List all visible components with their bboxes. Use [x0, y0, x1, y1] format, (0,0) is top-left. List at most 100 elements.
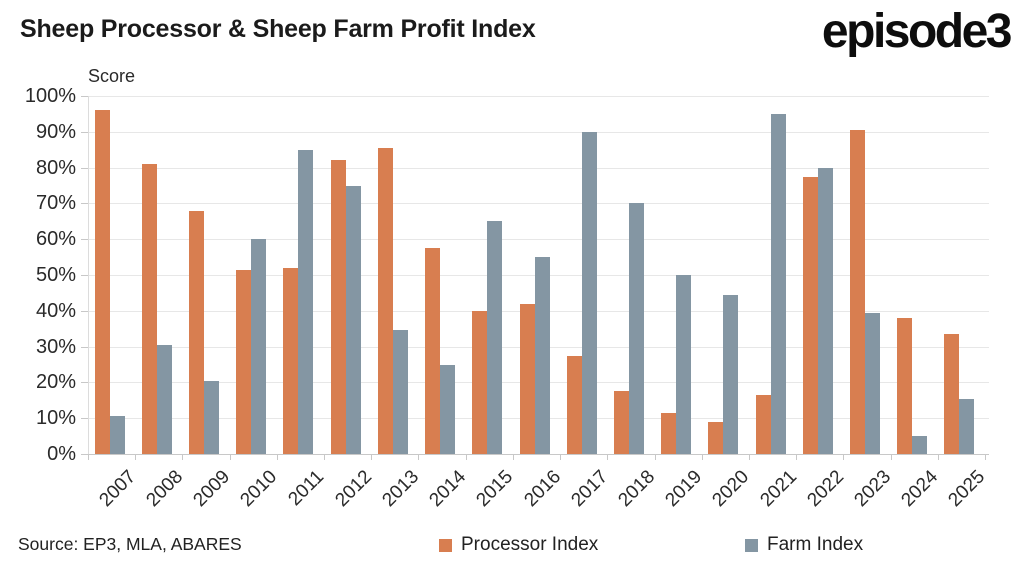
footer-row: Source: EP3, MLA, ABARES Processor Index…	[0, 531, 1024, 559]
y-axis-tick	[81, 382, 88, 384]
x-axis-tick	[843, 454, 845, 460]
y-axis-tick	[81, 310, 88, 312]
bar-farm-index-2009	[204, 380, 220, 454]
y-axis-label: 60%	[35, 228, 76, 251]
x-axis-tick	[135, 454, 137, 460]
bar-processor-index-2016	[519, 303, 535, 454]
y-axis-title: Score	[88, 66, 136, 86]
y-axis-label: 20%	[35, 371, 76, 394]
y-axis-tick	[81, 203, 88, 205]
chart-title: Sheep Processor & Sheep Farm Profit Inde…	[20, 15, 536, 43]
y-axis-label: 70%	[35, 192, 76, 215]
bar-processor-index-2008	[141, 164, 157, 454]
bar-farm-index-2017	[581, 131, 597, 454]
y-axis-tick	[81, 167, 88, 169]
bar-farm-index-2018	[628, 203, 644, 454]
bar-farm-index-2008	[156, 344, 172, 454]
y-axis-label: 10%	[35, 407, 76, 430]
bar-farm-index-2019	[676, 275, 692, 454]
bar-farm-index-2020	[723, 294, 739, 454]
x-axis-tick	[512, 454, 514, 460]
legend-label-farm-index: Farm Index	[767, 534, 864, 555]
bar-processor-index-2007	[94, 110, 110, 454]
bar-farm-index-2015	[487, 221, 503, 454]
bar-processor-index-2012	[330, 160, 346, 454]
bar-processor-index-2021	[755, 394, 771, 454]
y-axis-tick	[81, 418, 88, 420]
processor-index-swatch-icon	[439, 538, 452, 552]
y-axis-line	[88, 96, 89, 454]
source-note: Source: EP3, MLA, ABARES	[18, 534, 242, 554]
x-axis-tick	[654, 454, 656, 460]
bar-processor-index-2019	[661, 412, 677, 454]
x-axis-tick	[182, 454, 184, 460]
x-axis-tick	[796, 454, 798, 460]
x-axis-tick	[229, 454, 231, 460]
y-axis-label: 50%	[35, 264, 76, 286]
bar-farm-index-2021	[770, 113, 786, 454]
gridline	[88, 239, 989, 241]
farm-index-swatch-icon	[745, 538, 758, 552]
y-axis-label: 30%	[35, 335, 76, 358]
y-axis-tick	[81, 96, 88, 97]
bar-farm-index-2014	[440, 364, 456, 454]
bar-processor-index-2017	[566, 355, 582, 454]
x-axis-tick	[560, 454, 562, 460]
episode3-logo: episode3	[821, 5, 1013, 58]
bar-processor-index-2009	[189, 210, 205, 454]
gridline	[88, 203, 989, 205]
bar-processor-index-2014	[425, 248, 441, 454]
x-axis-tick	[748, 454, 750, 460]
bar-processor-index-2022	[802, 176, 818, 454]
legend-item-processor-index: Processor Index	[439, 531, 598, 559]
bar-farm-index-2016	[534, 257, 550, 454]
y-axis-label: 80%	[35, 156, 76, 179]
x-axis-tick	[890, 454, 892, 460]
x-axis-tick	[607, 454, 609, 460]
y-axis-tick	[81, 131, 88, 133]
gridline	[88, 131, 989, 133]
gridline	[88, 167, 989, 169]
bar-farm-index-2022	[817, 167, 833, 454]
y-axis-tick	[81, 346, 88, 348]
x-axis-tick	[276, 454, 278, 460]
y-axis-label: 0%	[47, 443, 76, 465]
y-axis-tick	[81, 454, 88, 455]
bar-farm-index-2024	[912, 436, 928, 454]
bar-farm-index-2011	[298, 149, 314, 454]
x-axis-tick	[88, 454, 89, 460]
x-axis-line	[88, 454, 989, 455]
bar-processor-index-2025	[944, 334, 960, 454]
x-axis-tick	[371, 454, 373, 460]
bar-processor-index-2024	[897, 317, 913, 454]
x-axis-tick	[418, 454, 420, 460]
y-axis-tick	[81, 239, 88, 241]
bar-processor-index-2011	[283, 267, 299, 454]
bar-farm-index-2012	[345, 185, 361, 454]
bar-farm-index-2007	[109, 416, 125, 454]
bar-farm-index-2013	[392, 330, 408, 454]
x-axis-tick	[465, 454, 467, 460]
x-axis-tick	[701, 454, 703, 460]
y-axis-tick	[81, 275, 88, 276]
bar-processor-index-2020	[708, 421, 724, 454]
y-axis-label: 90%	[35, 120, 76, 143]
gridline	[88, 96, 989, 97]
bar-farm-index-2023	[864, 312, 880, 454]
x-axis-tick	[324, 454, 326, 460]
bar-processor-index-2015	[472, 310, 488, 454]
bar-processor-index-2018	[613, 391, 629, 454]
y-axis-label: 100%	[24, 85, 76, 107]
y-axis-label: 40%	[35, 299, 76, 322]
legend-item-farm-index: Farm Index	[745, 531, 863, 559]
bar-farm-index-2010	[251, 239, 267, 454]
bar-farm-index-2025	[959, 398, 975, 454]
x-axis-tick	[985, 454, 986, 460]
bar-processor-index-2023	[849, 130, 865, 454]
bar-processor-index-2010	[236, 269, 252, 454]
x-axis-tick	[937, 454, 939, 460]
bar-processor-index-2013	[377, 147, 393, 454]
legend-label-processor-index: Processor Index	[461, 534, 599, 555]
